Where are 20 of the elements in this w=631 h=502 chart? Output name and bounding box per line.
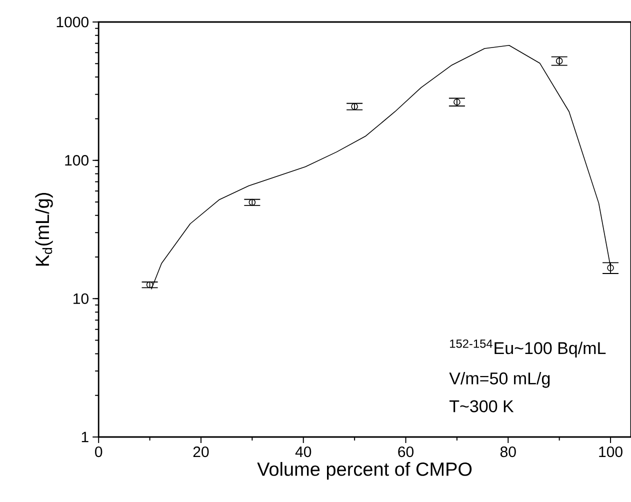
annotation: $^{152-154}$Eu~100 Bq/mL bbox=[450, 339, 606, 358]
annotation: V/m=50 mL/g bbox=[449, 372, 550, 388]
point bbox=[146, 281, 154, 288]
y-tick-label: 1 bbox=[82, 432, 88, 442]
x-tick-label: 0 bbox=[95, 446, 102, 458]
x-tick-label: 60 bbox=[398, 446, 414, 458]
y-tick-label: 10 bbox=[74, 293, 88, 304]
y-tick-label: 100 bbox=[65, 155, 88, 166]
x-tick-label: 20 bbox=[193, 446, 209, 458]
y-tick-label: 1000 bbox=[56, 16, 88, 28]
point bbox=[454, 98, 460, 106]
point bbox=[248, 198, 256, 206]
x-tick-label: 40 bbox=[295, 446, 312, 458]
annotation: T~300 K bbox=[450, 400, 514, 412]
x-axis-title: Volume percent of CMPO bbox=[257, 462, 472, 480]
x-tick-label: 80 bbox=[500, 446, 516, 458]
x-tick-label: 100 bbox=[599, 446, 622, 458]
point bbox=[351, 103, 358, 110]
y-axis-title: K$_{d}$(mL/g) bbox=[35, 192, 53, 266]
point bbox=[556, 58, 563, 64]
